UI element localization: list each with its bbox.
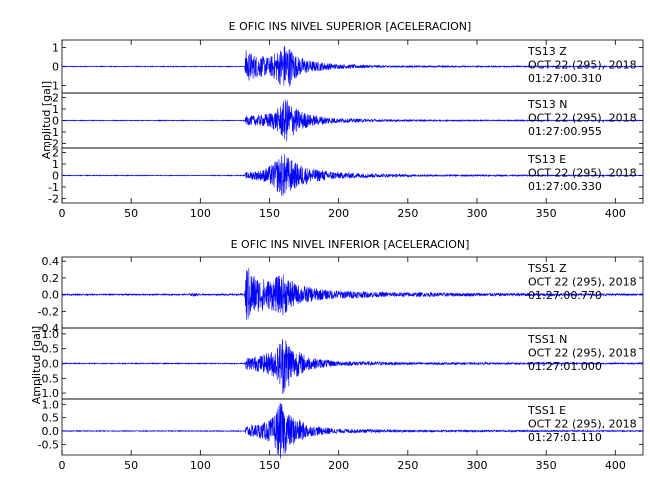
y-tick-label: -0.5 (38, 438, 59, 451)
x-tick-label: 400 (605, 459, 626, 472)
station-label-line: OCT 22 (295), 2018 (528, 418, 637, 431)
y-tick-label: 0.0 (42, 289, 60, 302)
station-label-line: TSS1 E (527, 404, 566, 417)
x-tick-label: 150 (259, 459, 280, 472)
station-label-line: OCT 22 (295), 2018 (528, 59, 637, 72)
x-tick-label: 50 (124, 459, 138, 472)
x-tick-label: 200 (328, 459, 349, 472)
y-tick-label: -1 (48, 79, 59, 92)
station-label-line: 01:27:01.110 (528, 431, 602, 444)
station-label-line: OCT 22 (295), 2018 (528, 347, 637, 360)
y-tick-label: 0.0 (42, 358, 60, 371)
x-tick-label: 100 (190, 207, 211, 220)
y-tick-label: 0.5 (42, 412, 60, 425)
station-label-line: 01:27:00.310 (528, 72, 602, 85)
chart-title-lower: E OFIC INS NIVEL INFERIOR [ACELERACION] (231, 238, 470, 251)
y-tick-label: -2 (48, 192, 59, 205)
x-tick-label: 350 (536, 207, 557, 220)
y-tick-label: 1.0 (42, 328, 60, 341)
x-tick-label: 250 (397, 459, 418, 472)
station-label-line: 01:27:01.000 (528, 360, 602, 373)
x-tick-label: 100 (190, 459, 211, 472)
x-tick-label: 350 (536, 459, 557, 472)
x-tick-label: 0 (59, 459, 66, 472)
station-label-line: TSS1 N (527, 333, 567, 346)
x-tick-label: 400 (605, 207, 626, 220)
station-label-line: 01:27:00.770 (528, 289, 602, 302)
y-tick-label: 0 (52, 61, 59, 74)
x-tick-label: 300 (467, 207, 488, 220)
x-tick-label: 200 (328, 207, 349, 220)
station-label-line: TS13 Z (527, 45, 567, 58)
station-label-line: OCT 22 (295), 2018 (528, 276, 637, 289)
x-tick-label: 150 (259, 207, 280, 220)
station-label-line: 01:27:00.955 (528, 125, 602, 138)
station-label-line: 01:27:00.330 (528, 180, 602, 193)
x-tick-label: 250 (397, 207, 418, 220)
station-label-line: OCT 22 (295), 2018 (528, 167, 637, 180)
y-tick-label: 0.5 (42, 343, 60, 356)
x-tick-label: 50 (124, 207, 138, 220)
y-tick-label: -0.5 (38, 372, 59, 385)
x-tick-label: 300 (467, 459, 488, 472)
y-tick-label: 0.4 (42, 255, 60, 268)
y-tick-label: -0.2 (38, 305, 59, 318)
station-label-line: TS13 E (527, 153, 566, 166)
y-tick-label: 1.0 (42, 398, 60, 411)
station-label-line: TSS1 Z (527, 262, 567, 275)
y-tick-label: 0.2 (42, 272, 60, 285)
chart-title-upper: E OFIC INS NIVEL SUPERIOR [ACELERACION] (229, 20, 472, 33)
station-label-line: TS13 N (527, 98, 567, 111)
x-tick-label: 0 (59, 207, 66, 220)
y-tick-label: 0.0 (42, 425, 60, 438)
y-tick-label: 1 (52, 42, 59, 55)
station-label-line: OCT 22 (295), 2018 (528, 112, 637, 125)
